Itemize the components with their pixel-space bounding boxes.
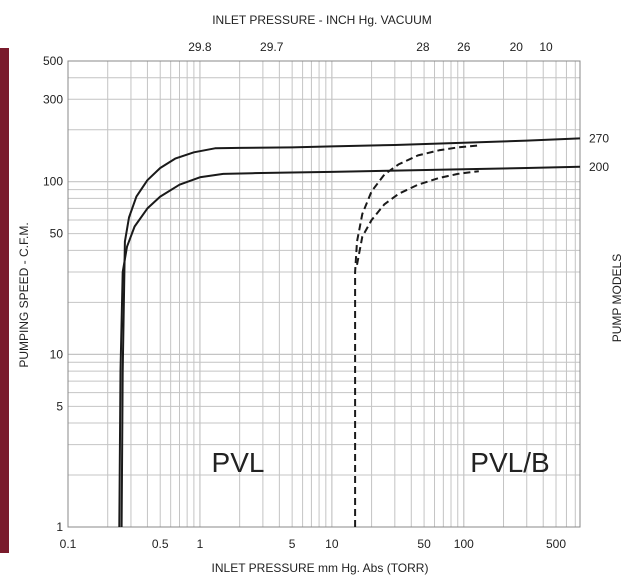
- plot-frame: [67, 60, 581, 528]
- y-tick-label: 300: [43, 92, 63, 106]
- y-tick-label: 5: [56, 399, 63, 413]
- top-axis-title: INLET PRESSURE - INCH Hg. VACUUM: [212, 13, 432, 27]
- top-tick-label: 20: [510, 40, 524, 54]
- curve-labels: 270 200: [589, 131, 609, 173]
- y-axis-title: PUMPING SPEED - C.F.M.: [17, 222, 31, 367]
- curve-270: [120, 137, 581, 528]
- x-tick-labels: 0.1 0.5 1 5 10 50 100 500: [60, 537, 567, 551]
- x-tick-label: 10: [325, 537, 339, 551]
- x-tick-label: 500: [546, 537, 566, 551]
- y-tick-label: 1: [56, 520, 63, 534]
- x-tick-label: 1: [197, 537, 204, 551]
- y-tick-label: 10: [50, 347, 64, 361]
- top-tick-label: 28: [416, 40, 430, 54]
- curve-label: 270: [589, 131, 609, 145]
- y-tick-label: 50: [50, 227, 64, 241]
- region-label-pvl: PVL: [212, 447, 265, 478]
- curves: [118, 137, 581, 528]
- curve-label: 200: [589, 160, 609, 174]
- top-tick-labels: 29.8 29.7 28 26 20 10: [188, 40, 553, 54]
- region-label-pvlb: PVL/B: [470, 447, 549, 478]
- x-tick-label: 100: [454, 537, 474, 551]
- curve-pvl-b-270: [354, 144, 479, 527]
- curve-200: [118, 165, 581, 528]
- top-tick-label: 29.7: [260, 40, 284, 54]
- left-edge-bar: [0, 48, 9, 553]
- x-tick-label: 5: [289, 537, 296, 551]
- x-tick-label: 50: [417, 537, 431, 551]
- top-tick-label: 29.8: [188, 40, 212, 54]
- top-tick-label: 10: [539, 40, 553, 54]
- curve-pvl-b-200: [356, 170, 479, 265]
- top-tick-label: 26: [457, 40, 471, 54]
- grid-lines: [68, 61, 580, 527]
- x-tick-label: 0.5: [152, 537, 169, 551]
- y-tick-labels: 1 5 10 50 100 300 500: [43, 54, 63, 534]
- right-axis-title: PUMP MODELS: [610, 254, 624, 342]
- y-tick-label: 500: [43, 54, 63, 68]
- x-tick-label: 0.1: [60, 537, 77, 551]
- y-tick-label: 100: [43, 175, 63, 189]
- x-axis-title: INLET PRESSURE mm Hg. Abs (TORR): [212, 561, 429, 575]
